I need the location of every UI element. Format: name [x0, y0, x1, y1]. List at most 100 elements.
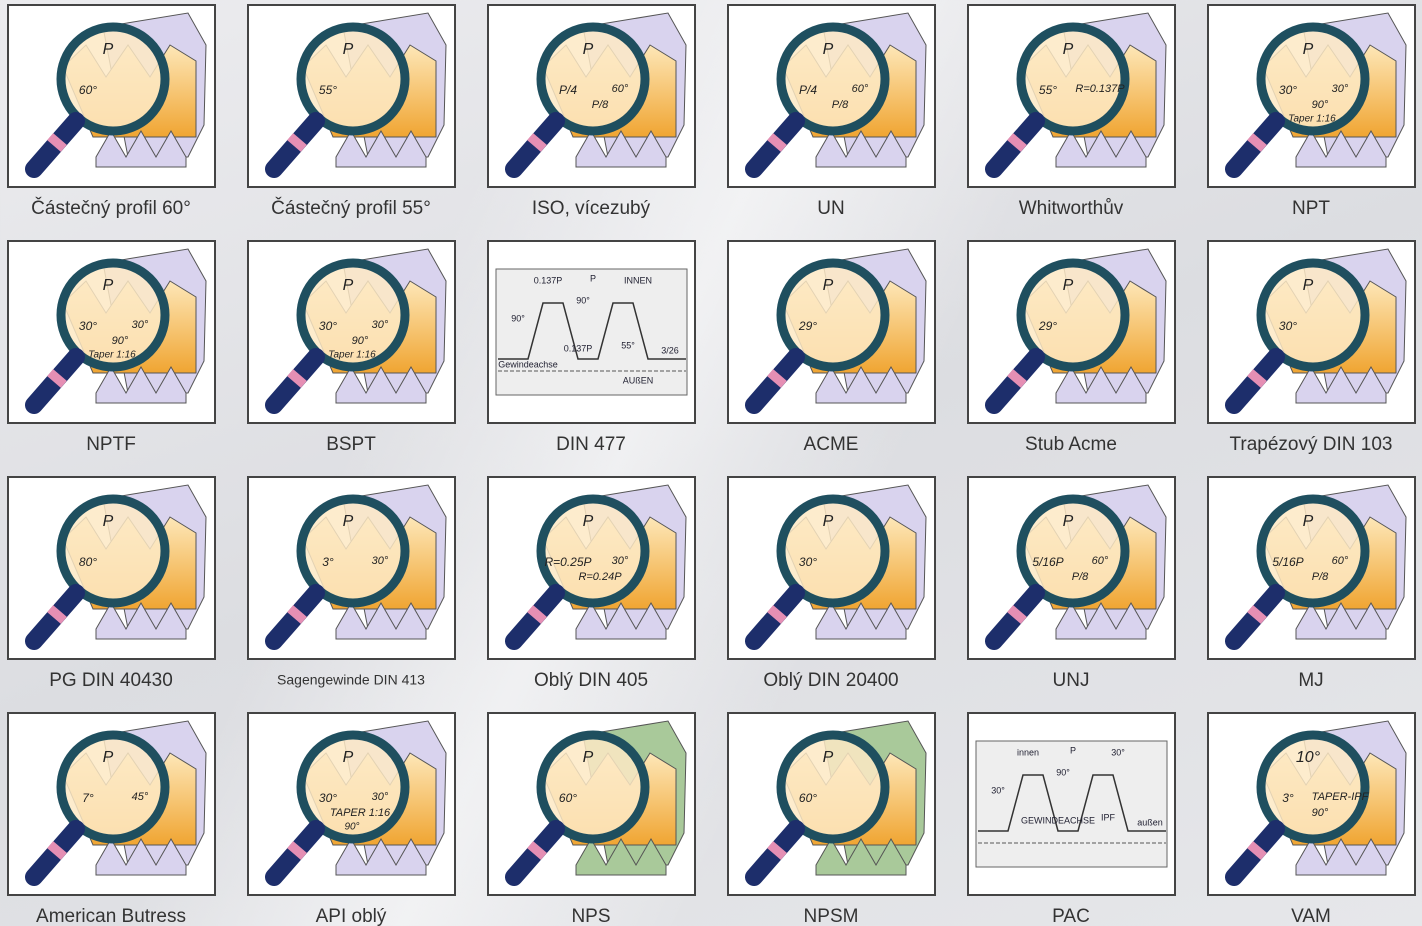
diagram-annotation: 30° — [1111, 747, 1125, 757]
thread-tile[interactable]: P 60° Částečný profil 60° — [7, 4, 216, 219]
tile-label: PG DIN 40430 — [49, 670, 173, 691]
icon-annotation: P — [103, 749, 114, 766]
handle-band — [287, 133, 307, 152]
diagram-annotation: außen — [1137, 817, 1163, 827]
icon-annotation: 90° — [112, 335, 129, 347]
icon-annotation: 60° — [79, 83, 97, 97]
icon-annotation: 60° — [852, 83, 869, 95]
diagram-annotation: 0.137P — [564, 343, 593, 353]
thread-tile[interactable]: 0.137P P INNEN 90° 90° 0.137P 55° 3/26 Gewindeac… — [487, 240, 696, 455]
handle-band — [527, 605, 547, 624]
lens — [1016, 258, 1130, 372]
icon-annotation: TAPER-IPF — [1312, 791, 1370, 803]
icon-annotation: P — [343, 749, 354, 766]
tile-label: DIN 477 — [556, 434, 626, 455]
thread-tile[interactable]: P 3° 30° Sagengewinde DIN 413 — [247, 476, 456, 688]
handle-band — [47, 841, 67, 860]
icon-annotation: TAPER 1:16 — [330, 807, 391, 819]
tile-label: BSPT — [326, 434, 376, 455]
diagram-annotation: 30° — [991, 785, 1005, 795]
thread-tile[interactable]: P 55° R=0.137P Whitworthův — [967, 4, 1176, 219]
lens — [536, 730, 650, 844]
icon-annotation: 10° — [1296, 749, 1321, 766]
thread-tile[interactable]: P P/4 60°P/8 ISO, vícezubý — [487, 4, 696, 219]
lens — [776, 730, 890, 844]
diagram-profile — [498, 302, 686, 360]
tile-label: Oblý DIN 20400 — [763, 670, 898, 691]
icon-annotation: 30° — [319, 791, 337, 805]
thread-teeth — [95, 601, 187, 640]
thread-teeth — [815, 129, 907, 168]
icon-annotation: P — [103, 41, 114, 58]
thread-tile[interactable]: P R=0.25P 30° R=0.24P Oblý DIN 405 — [487, 476, 696, 691]
icon-annotation: P — [823, 277, 834, 294]
thread-teeth — [575, 601, 667, 640]
diagram-annotation: 90° — [511, 313, 525, 323]
icon-annotation: P — [583, 513, 594, 530]
thread-teeth — [815, 837, 907, 876]
lens — [776, 494, 890, 608]
icon-annotation: 30° — [1279, 319, 1297, 333]
tile-label: Stub Acme — [1025, 434, 1117, 455]
handle-band — [287, 605, 307, 624]
icon-annotation: 90° — [344, 822, 359, 833]
thread-tile[interactable]: 10° 3° TAPER-IPF 90° VAM — [1207, 712, 1416, 926]
thread-tile[interactable]: P 5/16P 60°P/8 UNJ — [967, 476, 1176, 691]
thread-teeth — [95, 365, 187, 404]
handle-band — [47, 605, 67, 624]
thread-tile[interactable]: P P/4 60°P/8 UN — [727, 4, 936, 219]
tile-label: Částečný profil 55° — [271, 197, 431, 219]
tile-label: American Butress — [36, 906, 186, 926]
icon-annotation: P/8 — [832, 99, 849, 111]
icon-annotation: 30° — [372, 791, 389, 803]
icon-annotation: P — [1063, 513, 1074, 530]
diagram-area — [975, 740, 1168, 868]
thread-tile[interactable]: P 80° PG DIN 40430 — [7, 476, 216, 691]
tile-label: ACME — [804, 434, 859, 455]
thread-teeth — [1055, 601, 1147, 640]
lens — [1016, 22, 1130, 136]
thread-tile[interactable]: P 30° 30° TAPER 1:16 90° API oblý — [247, 712, 456, 926]
tile-label: API oblý — [316, 906, 387, 926]
lens — [1256, 22, 1370, 136]
handle-band — [1247, 841, 1267, 860]
diagram-annotation: 90° — [1056, 767, 1070, 777]
thread-teeth — [815, 365, 907, 404]
handle-band — [1007, 133, 1027, 152]
handle-band — [527, 133, 547, 152]
icon-annotation: 30° — [372, 555, 389, 567]
lens — [776, 258, 890, 372]
thread-tile[interactable]: P 30° Oblý DIN 20400 — [727, 476, 936, 691]
thread-tile[interactable]: P 60° NPS — [487, 712, 696, 926]
handle-band — [767, 369, 787, 388]
thread-teeth — [1055, 365, 1147, 404]
icon-annotation: P/8 — [592, 99, 609, 111]
thread-tile[interactable]: P 60° NPSM — [727, 712, 936, 926]
icon-annotation: Taper 1:16 — [1288, 114, 1336, 125]
thread-teeth — [575, 129, 667, 168]
thread-tile[interactable]: P 29° ACME — [727, 240, 936, 455]
thread-tile[interactable]: P 29° Stub Acme — [967, 240, 1176, 455]
diagram-annotation: P — [1070, 745, 1076, 755]
lens — [56, 258, 170, 372]
handle-band — [287, 369, 307, 388]
thread-tile[interactable]: P 30° Trapézový DIN 103 — [1207, 240, 1416, 455]
icon-annotation: 30° — [1279, 83, 1297, 97]
handle-band — [47, 133, 67, 152]
icon-annotation: 60° — [612, 83, 629, 95]
thread-teeth — [575, 837, 667, 876]
thread-tile[interactable]: P 5/16P 60°P/8 MJ — [1207, 476, 1416, 691]
thread-teeth — [335, 601, 427, 640]
icon-annotation: P/8 — [1072, 571, 1089, 583]
lens — [1256, 258, 1370, 372]
icon-annotation: 60° — [799, 791, 817, 805]
tile-label: VAM — [1291, 906, 1331, 926]
thread-tile[interactable]: P 7° 45° American Butress — [7, 712, 216, 926]
thread-tile[interactable]: innen P 30° 30° 90° GEWINDEACHSE IPF außen PAC — [967, 712, 1176, 926]
thread-tile[interactable]: P 55° Částečný profil 55° — [247, 4, 456, 219]
lens — [1016, 494, 1130, 608]
